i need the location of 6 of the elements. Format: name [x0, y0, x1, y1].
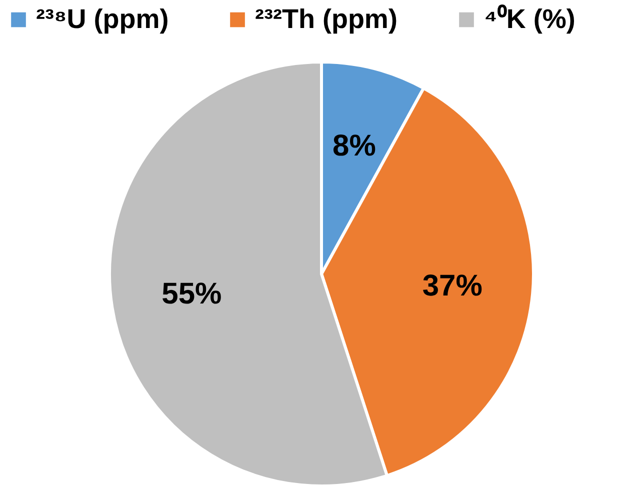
- data-label: 8%: [332, 130, 376, 163]
- data-label: 37%: [422, 269, 482, 302]
- legend-label: ²³²Th (ppm): [255, 4, 398, 34]
- legend-label: ⁴⁰K (%): [484, 4, 576, 34]
- data-label: 55%: [162, 278, 222, 311]
- legend-label: ²³⁸U (ppm): [36, 4, 169, 34]
